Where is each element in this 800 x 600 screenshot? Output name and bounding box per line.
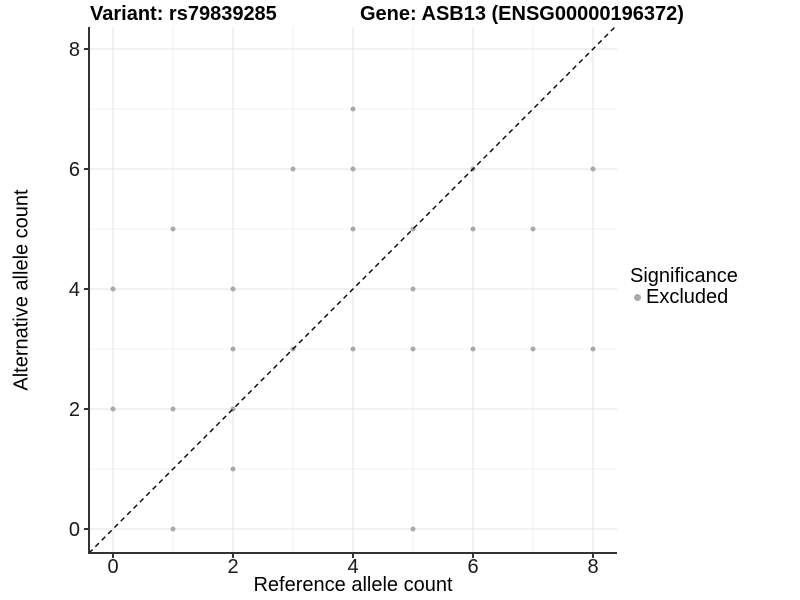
y-tick-label: 0: [69, 519, 80, 541]
data-point: [110, 406, 116, 412]
data-point: [230, 286, 236, 292]
data-point: [350, 166, 356, 172]
plot-title-variant: Variant: rs79839285: [90, 3, 277, 25]
x-tick-label: 2: [227, 556, 238, 578]
data-point: [590, 346, 596, 352]
data-point: [470, 346, 476, 352]
data-point: [350, 106, 356, 112]
data-point: [170, 226, 176, 232]
data-point: [170, 526, 176, 532]
x-tick-label: 0: [107, 556, 118, 578]
x-tick-label: 8: [587, 556, 598, 578]
legend-item-label: Excluded: [646, 286, 729, 308]
data-point: [350, 226, 356, 232]
identity-line: [89, 27, 616, 553]
x-tick-label: 4: [347, 556, 358, 578]
data-point: [470, 226, 476, 232]
y-tick-label: 2: [69, 399, 80, 421]
data-point: [530, 226, 536, 232]
data-point: [110, 286, 116, 292]
data-point: [590, 166, 596, 172]
legend: Significance Excluded: [628, 266, 738, 307]
x-axis-label: Reference allele count: [253, 574, 453, 596]
y-tick-label: 8: [69, 39, 80, 61]
data-point: [230, 466, 236, 472]
data-point: [410, 286, 416, 292]
y-tick-label: 4: [69, 279, 80, 301]
data-point: [350, 346, 356, 352]
data-point: [290, 166, 296, 172]
plot-title-gene: Gene: ASB13 (ENSG00000196372): [360, 3, 684, 25]
legend-point-icon: [634, 293, 641, 301]
y-axis-label: Alternative allele count: [10, 189, 33, 391]
data-point: [230, 346, 236, 352]
data-point: [530, 346, 536, 352]
y-tick-label: 6: [69, 159, 80, 181]
x-tick-label: 6: [467, 556, 478, 578]
legend-title: Significance: [630, 265, 738, 287]
data-point: [410, 526, 416, 532]
data-point: [410, 346, 416, 352]
data-point: [170, 406, 176, 412]
legend-item-excluded: Excluded: [628, 287, 738, 307]
